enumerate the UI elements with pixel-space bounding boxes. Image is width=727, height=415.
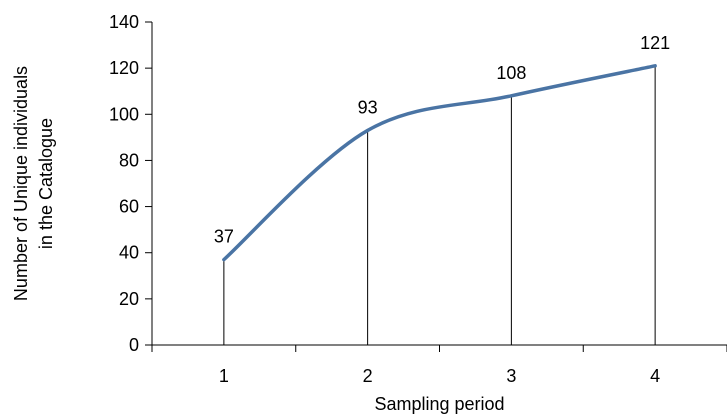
data-labels: 37 93 108 121	[214, 33, 670, 247]
y-axis-title-line-1: Number of Unique individuals	[11, 66, 31, 301]
series-line	[222, 64, 657, 262]
y-tick-label: 60	[119, 197, 139, 217]
x-tick-label: 1	[219, 366, 229, 386]
x-axis-title: Sampling period	[374, 394, 504, 414]
y-tick-label: 140	[109, 12, 139, 32]
y-axis-title: Number of Unique individuals in the Cata…	[11, 66, 56, 301]
x-tick-label: 4	[650, 366, 660, 386]
y-axis-title-line-2: in the Catalogue	[36, 118, 56, 249]
y-tick-label: 40	[119, 243, 139, 263]
x-tick-label: 3	[506, 366, 516, 386]
y-tick-label: 20	[119, 289, 139, 309]
y-tick-label: 0	[129, 335, 139, 355]
y-tick-label: 120	[109, 58, 139, 78]
data-label: 121	[640, 33, 670, 53]
y-tick-label: 80	[119, 150, 139, 170]
y-ticks: 0 20 40 60 80 100 120 140	[109, 12, 152, 355]
data-label: 93	[358, 97, 378, 117]
data-label: 108	[496, 63, 526, 83]
drop-lines	[223, 65, 656, 345]
x-ticks: 1 2 3 4	[151, 345, 727, 386]
data-label: 37	[214, 227, 234, 247]
x-tick-label: 2	[363, 366, 373, 386]
y-tick-label: 100	[109, 104, 139, 124]
